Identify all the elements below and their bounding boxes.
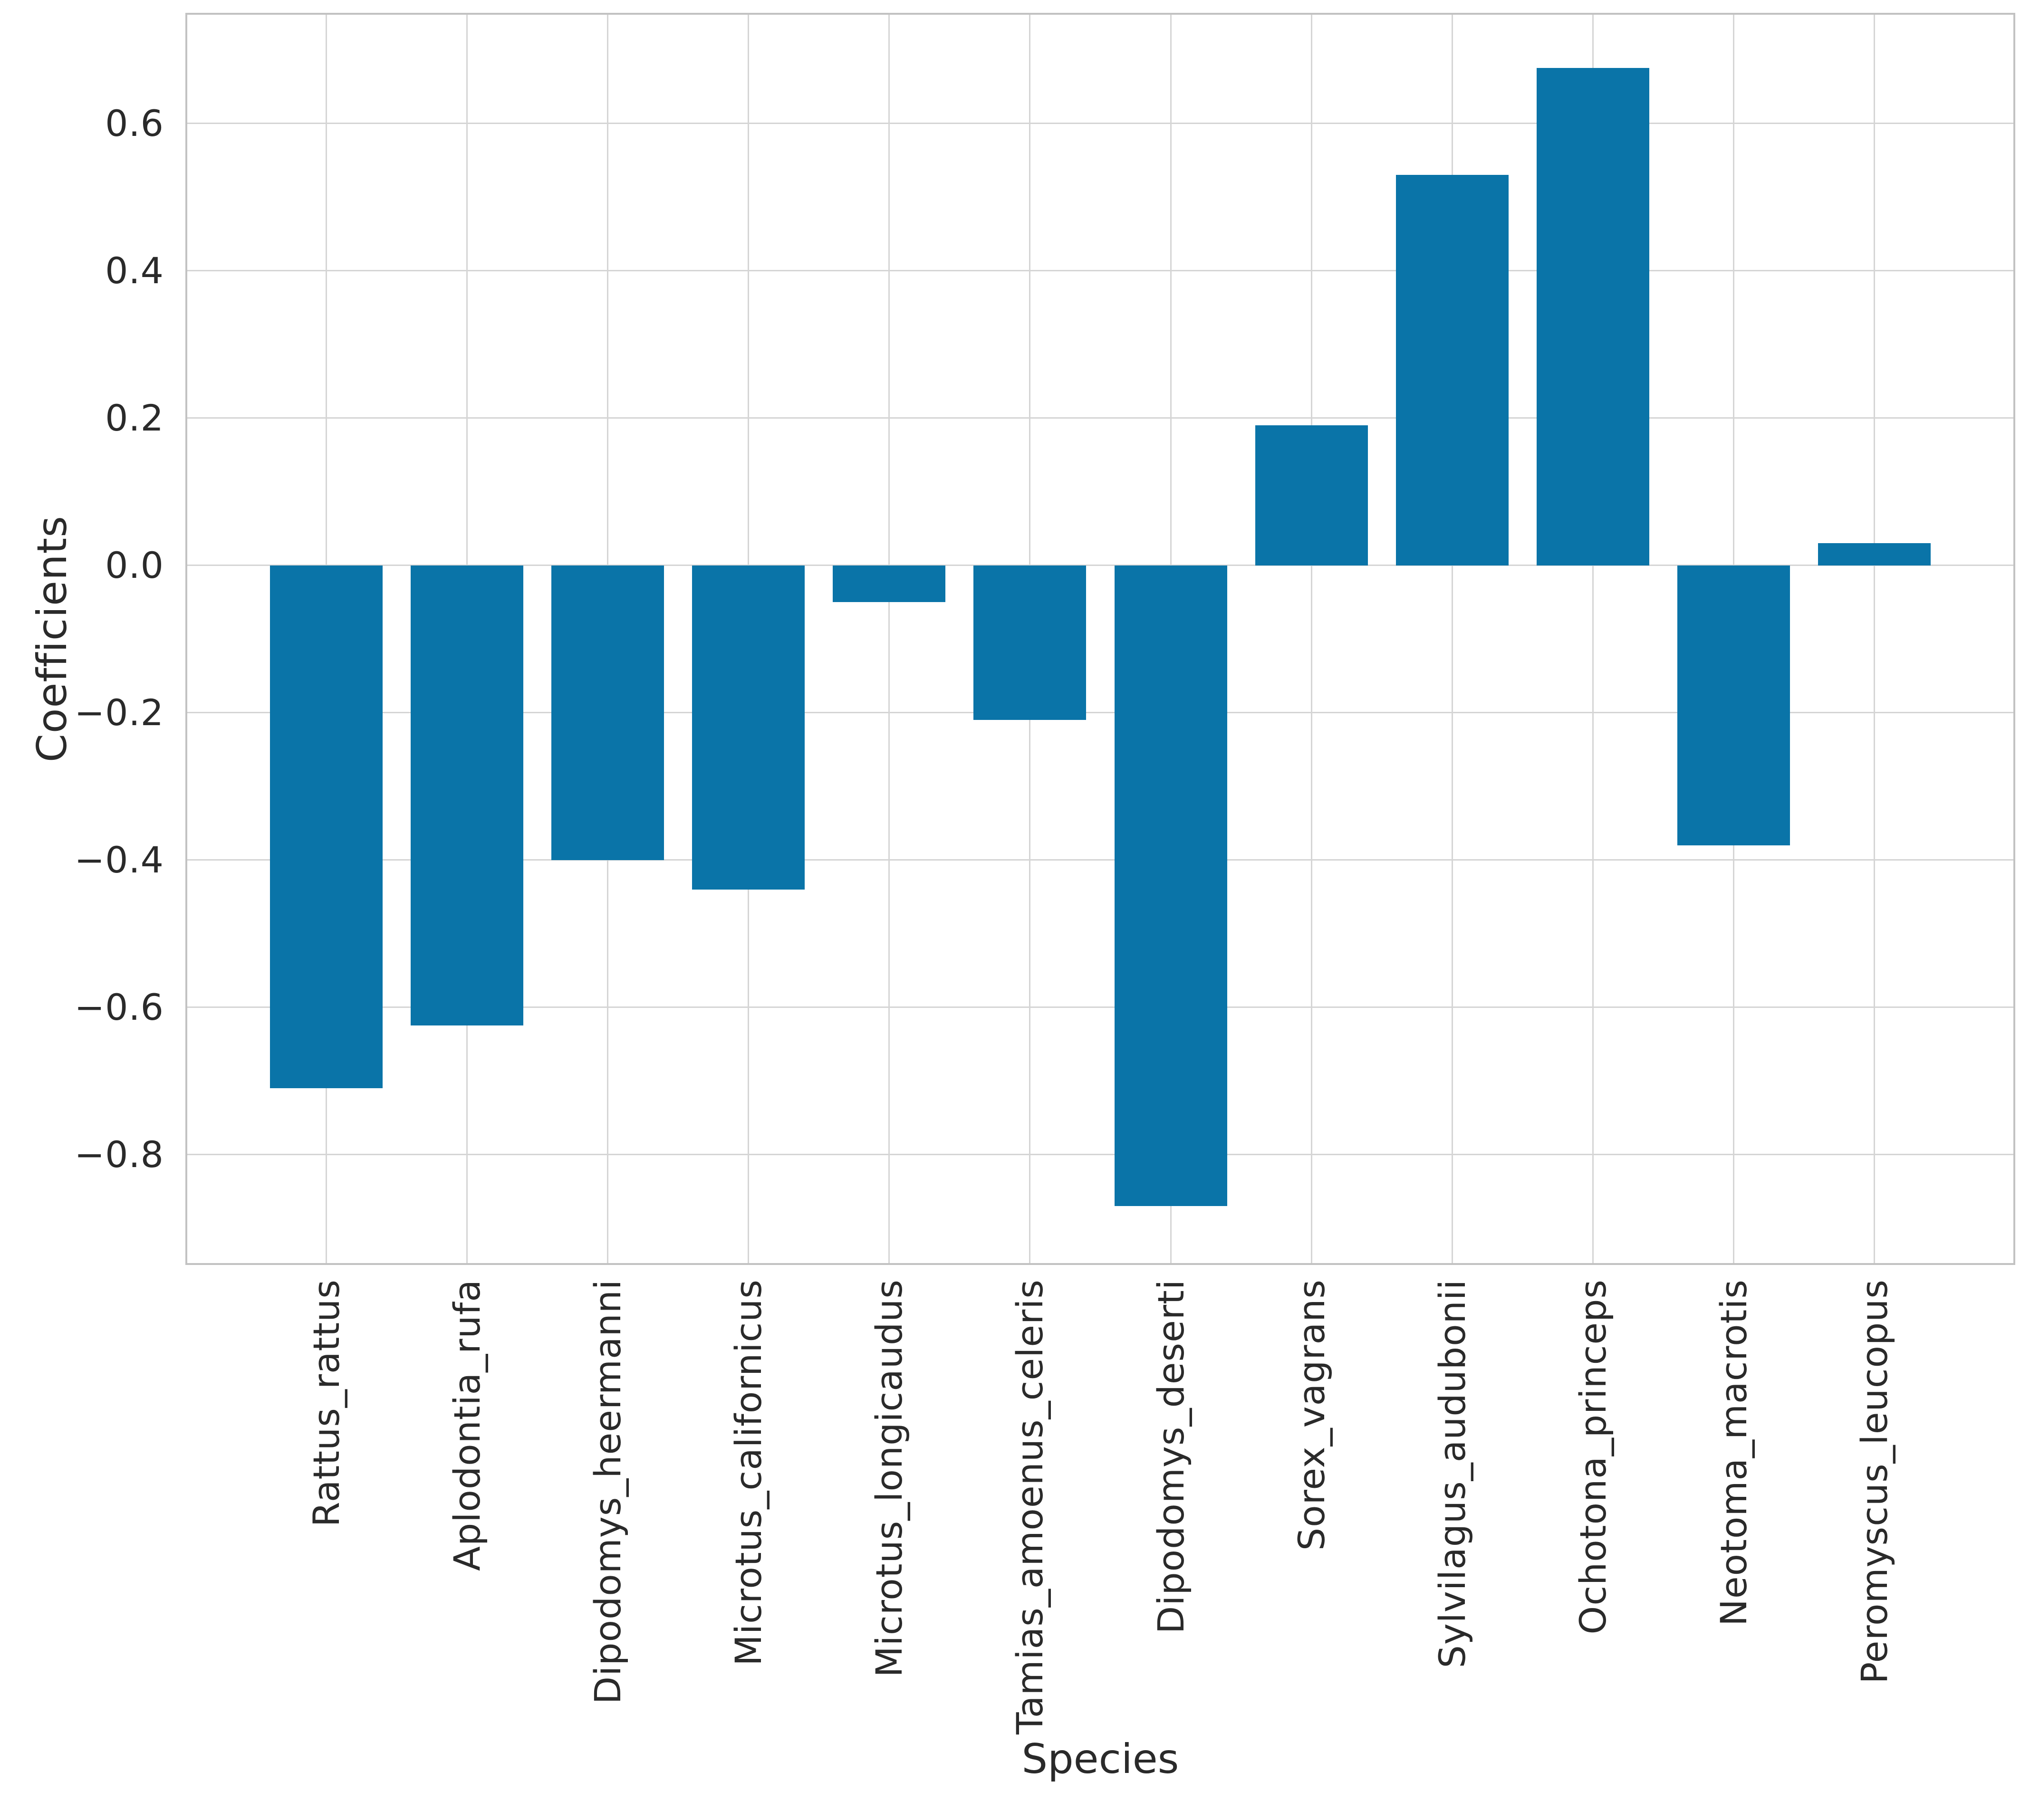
- gridline-x: [1592, 13, 1594, 1265]
- y-tick-label: −0.4: [74, 839, 164, 881]
- bar-microtus_longicaudus: [833, 565, 946, 602]
- x-tick-label: Neotoma_macrotis: [1713, 1279, 1755, 1626]
- x-tick-label: Tamias_amoenus_celeris: [1009, 1279, 1051, 1734]
- gridline-y: [185, 1154, 2015, 1155]
- y-tick-label: −0.6: [74, 986, 164, 1028]
- x-tick-label: Peromyscus_leucopus: [1853, 1279, 1896, 1684]
- bar-sorex_vagrans: [1255, 425, 1368, 565]
- gridline-y: [185, 859, 2015, 861]
- y-tick-label: 0.6: [105, 102, 164, 144]
- x-tick-wrap: Aplodontia_rufa: [433, 1279, 500, 1571]
- gridline-y: [185, 270, 2015, 271]
- bar-sylvilagus_audubonii: [1395, 175, 1509, 565]
- x-tick-wrap: Tamias_amoenus_celeris: [997, 1279, 1063, 1734]
- bar-tamias_amoenus_celeris: [973, 565, 1087, 720]
- y-axis-label-wrap: Coefficients: [21, 13, 83, 1265]
- bar-aplodontia_rufa: [410, 565, 523, 1026]
- bar-microtus_californicus: [692, 565, 805, 890]
- x-tick-label: Aplodontia_rufa: [445, 1279, 488, 1571]
- y-tick-label: 0.2: [105, 397, 164, 439]
- gridline-y: [185, 123, 2015, 124]
- x-tick-wrap: Dipodomys_heermanni: [574, 1279, 641, 1704]
- gridline-x: [1874, 13, 1876, 1265]
- x-tick-wrap: Microtus_californicus: [715, 1279, 782, 1666]
- bar-dipodomys_heermanni: [551, 565, 664, 860]
- x-tick-wrap: Rattus_rattus: [293, 1279, 359, 1527]
- x-tick-wrap: Sylvilagus_audubonii: [1419, 1279, 1485, 1668]
- x-tick-label: Rattus_rattus: [305, 1279, 347, 1527]
- gridline-y: [185, 1006, 2015, 1008]
- x-axis-label: Species: [1021, 1735, 1179, 1783]
- x-tick-label: Ochotona_princeps: [1572, 1279, 1615, 1635]
- x-tick-wrap: Peromyscus_leucopus: [1841, 1279, 1908, 1684]
- bar-ochotona_princeps: [1537, 68, 1649, 565]
- x-tick-label: Dipodomys_deserti: [1149, 1279, 1192, 1634]
- x-tick-label: Dipodomys_heermanni: [586, 1279, 629, 1705]
- y-tick-label: −0.8: [74, 1133, 164, 1176]
- x-tick-wrap: Sorex_vagrans: [1278, 1279, 1345, 1551]
- x-tick-wrap: Ochotona_princeps: [1560, 1279, 1626, 1634]
- bar-neotoma_macrotis: [1677, 565, 1790, 845]
- bar-peromyscus_leucopus: [1818, 543, 1931, 565]
- x-tick-label: Sylvilagus_audubonii: [1431, 1279, 1473, 1668]
- x-tick-label: Microtus_longicaudus: [868, 1279, 911, 1677]
- gridline-x: [1451, 13, 1453, 1265]
- y-tick-label: 0.0: [105, 544, 164, 586]
- plot-area: [185, 13, 2015, 1265]
- gridline-x: [888, 13, 890, 1265]
- x-tick-label: Microtus_californicus: [727, 1279, 770, 1666]
- gridline-x: [1310, 13, 1312, 1265]
- gridline-y: [185, 712, 2015, 713]
- gridline-y: [185, 417, 2015, 419]
- y-tick-label: −0.2: [74, 691, 164, 734]
- gridline-y: [185, 565, 2015, 566]
- x-tick-wrap: Dipodomys_deserti: [1137, 1279, 1204, 1634]
- bar-rattus_rattus: [269, 565, 383, 1088]
- y-tick-label: 0.4: [105, 249, 164, 292]
- x-tick-wrap: Microtus_longicaudus: [856, 1279, 923, 1677]
- x-tick-wrap: Neotoma_macrotis: [1701, 1279, 1767, 1626]
- x-tick-label: Sorex_vagrans: [1290, 1279, 1333, 1551]
- bar-dipodomys_deserti: [1114, 565, 1227, 1206]
